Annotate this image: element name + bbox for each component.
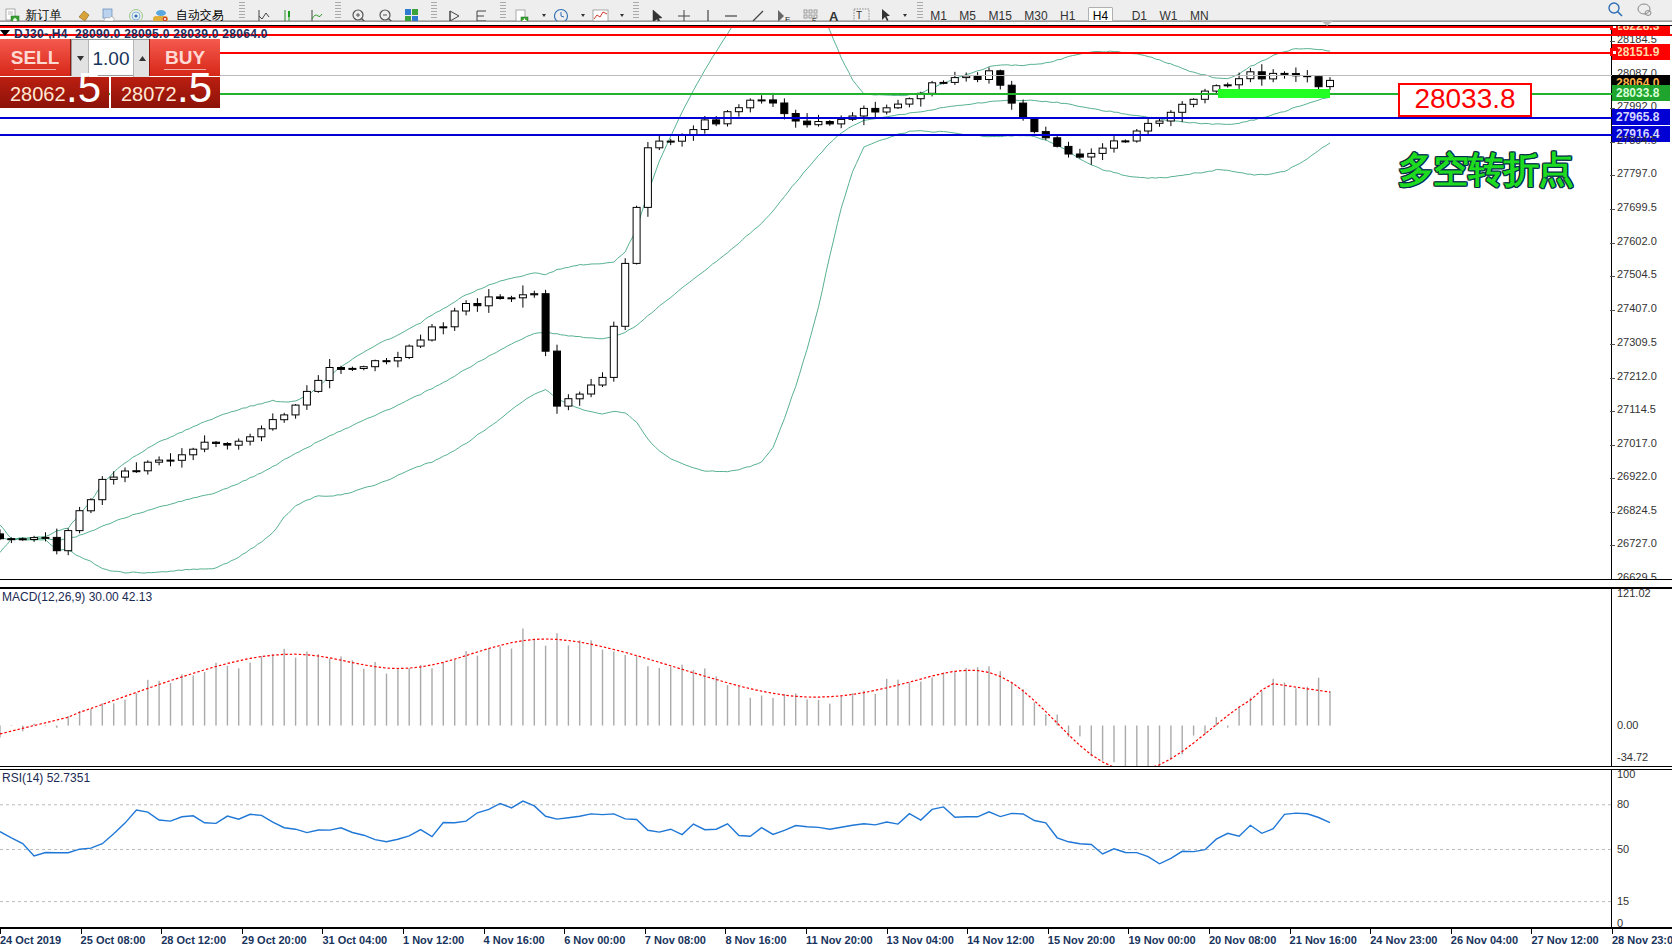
svg-text:T: T [856, 10, 862, 21]
